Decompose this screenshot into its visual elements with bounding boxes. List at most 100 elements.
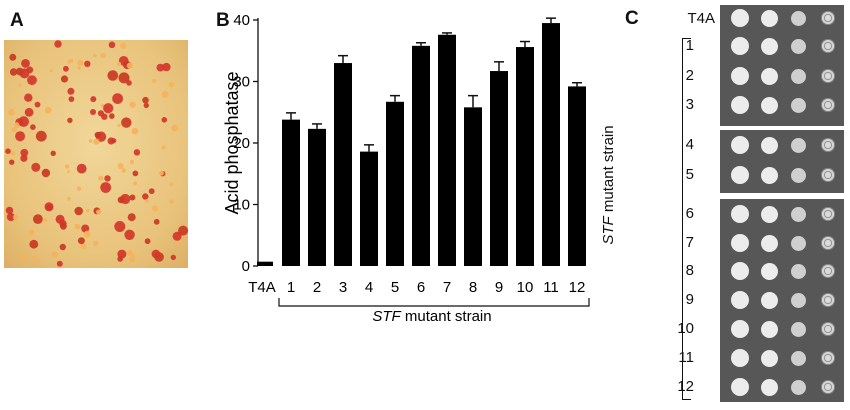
- yeast-spot: [821, 207, 835, 221]
- white-colony: [43, 218, 48, 222]
- yeast-spot: [731, 37, 749, 55]
- x-tick-label: 8: [469, 279, 477, 296]
- white-colony: [168, 81, 175, 88]
- white-colony: [131, 127, 139, 135]
- yeast-spot: [731, 67, 749, 85]
- white-colony: [152, 79, 157, 84]
- strain-label-1: 1: [685, 37, 694, 54]
- red-colony: [156, 63, 165, 72]
- white-colony: [171, 124, 179, 132]
- white-colony: [129, 256, 136, 263]
- white-colony: [133, 181, 138, 186]
- white-colony: [144, 199, 149, 203]
- yeast-spot: [760, 234, 778, 252]
- white-colony: [35, 258, 41, 263]
- white-colony: [11, 151, 16, 156]
- red-colony: [117, 196, 125, 204]
- red-colony: [108, 41, 116, 49]
- x-tick-label: 6: [417, 279, 425, 296]
- red-colony: [162, 62, 171, 72]
- red-colony: [33, 214, 43, 225]
- bar-4: [360, 151, 378, 266]
- bar-8: [464, 107, 482, 266]
- yeast-spot: [760, 291, 778, 309]
- y-tick-label: 0: [242, 258, 250, 275]
- panel-a-letter: A: [10, 10, 24, 31]
- white-colony: [8, 108, 15, 116]
- yeast-spot: [821, 236, 835, 250]
- white-colony: [83, 230, 91, 238]
- white-colony: [31, 256, 36, 260]
- strain-label-3: 3: [685, 96, 694, 113]
- red-colony: [55, 214, 65, 224]
- red-colony: [27, 75, 37, 86]
- red-colony: [63, 65, 69, 72]
- white-colony: [75, 224, 79, 228]
- red-colony: [67, 117, 73, 124]
- white-colony: [100, 52, 106, 59]
- white-colony: [44, 106, 52, 114]
- yeast-spot: [760, 349, 778, 367]
- bar-5: [386, 101, 404, 266]
- white-colony: [93, 53, 97, 58]
- red-colony: [68, 96, 75, 102]
- x-tick-label: 5: [391, 279, 399, 296]
- yeast-spot: [731, 96, 749, 114]
- yeast-spot: [760, 96, 778, 114]
- yeast-spot: [760, 9, 778, 27]
- bar-3: [334, 63, 352, 266]
- bar-12: [568, 86, 586, 266]
- red-colony: [18, 116, 29, 127]
- red-colony: [5, 206, 14, 215]
- red-colony: [24, 107, 34, 117]
- yeast-spot: [821, 39, 835, 53]
- yeast-spot: [821, 168, 835, 182]
- bar-6: [412, 45, 430, 266]
- red-colony: [81, 224, 90, 233]
- red-colony: [144, 238, 151, 245]
- strain-label-8: 8: [685, 262, 694, 279]
- red-colony: [15, 67, 24, 76]
- white-colony: [66, 196, 71, 201]
- y-tick-label: 30: [233, 74, 250, 91]
- red-colony: [30, 124, 36, 130]
- strain-label-12: 12: [677, 378, 694, 395]
- red-colony: [24, 93, 33, 102]
- red-colony: [124, 229, 135, 240]
- red-colony: [142, 193, 149, 200]
- red-colony: [153, 218, 160, 225]
- strain-label-7: 7: [685, 234, 694, 251]
- red-colony: [118, 72, 130, 84]
- red-colony: [170, 254, 176, 261]
- red-colony: [126, 80, 132, 86]
- yeast-spot: [821, 138, 835, 152]
- white-colony: [11, 127, 17, 133]
- red-colony: [5, 148, 11, 154]
- red-colony: [41, 168, 51, 178]
- red-colony: [111, 138, 117, 144]
- red-colony: [34, 101, 41, 108]
- x-tick-label: 2: [313, 279, 321, 296]
- red-colony: [104, 175, 111, 182]
- yeast-spot: [790, 263, 806, 279]
- white-colony: [28, 229, 35, 236]
- yeast-spot: [760, 205, 778, 223]
- yeast-spot: [731, 9, 749, 27]
- yeast-spot: [790, 167, 806, 183]
- white-colony: [159, 170, 164, 176]
- red-colony: [133, 149, 141, 156]
- white-colony: [152, 205, 158, 212]
- panel-c-letter: C: [625, 8, 639, 29]
- bar-10: [516, 47, 534, 267]
- white-colony: [64, 164, 70, 169]
- yeast-spot: [760, 378, 778, 396]
- x-tick-label: T4A: [248, 279, 276, 296]
- colony-plate-photo: [4, 40, 188, 268]
- white-colony: [117, 123, 121, 128]
- red-colony: [84, 60, 91, 67]
- red-colony: [132, 170, 139, 177]
- red-colony: [74, 206, 83, 216]
- yeast-spot: [821, 351, 835, 365]
- white-colony: [80, 243, 87, 250]
